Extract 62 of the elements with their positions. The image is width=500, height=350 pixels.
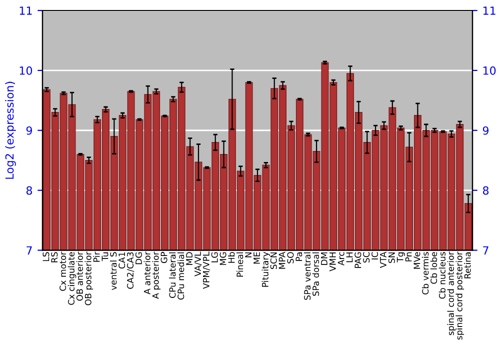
y-tick-label: 11: [20, 6, 32, 15]
y-axis-title: Log2 (expression): [5, 82, 16, 179]
x-tick-label: Pituitary: [262, 252, 270, 287]
x-tick-label: VPM/VPL: [203, 252, 210, 289]
x-tick-label: DG: [135, 252, 142, 264]
x-tick-label: VMH: [329, 252, 336, 272]
x-tick-label: Tg: [396, 252, 405, 262]
x-tick-label: SN: [388, 252, 395, 263]
x-tick-label: A anterior: [144, 252, 150, 294]
x-tick-label: Pineal: [236, 252, 244, 277]
x-tick-label: Arc: [338, 252, 344, 266]
x-tick-label: SPa ventral: [304, 252, 311, 300]
x-tick-label: Pir: [93, 252, 100, 262]
x-tick-label: Cx motor: [60, 252, 66, 291]
x-tick-label: Pn: [405, 252, 412, 262]
x-tick-label: spinal cord anterior: [447, 252, 456, 336]
x-tick-label: Cb nucleus: [438, 252, 446, 299]
x-tick-label: MG: [220, 252, 226, 265]
x-tick-label: MD: [186, 252, 192, 265]
x-tick-label: Pa: [296, 252, 302, 261]
x-tick-label: IC: [372, 252, 378, 260]
x-tick-label: CPu medial: [177, 252, 184, 300]
x-tick-label: N: [245, 252, 252, 258]
x-tick-label: OB posterior: [84, 252, 94, 306]
x-tick-label: OB anterior: [76, 252, 83, 301]
x-tick-label: Hb: [228, 252, 235, 263]
x-tick-label: CA2/CA3: [127, 252, 134, 289]
x-tick-label: PAG: [354, 252, 362, 268]
x-tick-label: A posterior: [152, 252, 160, 299]
y2-tick-label: 8: [482, 186, 489, 195]
y2-tick-label: 9: [482, 126, 489, 135]
x-tick-label: RS: [51, 252, 58, 262]
x-tick-label: VTA: [380, 252, 386, 268]
y-tick-label: 7: [26, 246, 32, 254]
x-tick-label: LH: [346, 252, 353, 262]
x-tick-label: Cb vermis: [422, 252, 429, 294]
x-tick-label: Retina: [464, 252, 471, 278]
x-tick-label: LS: [42, 252, 50, 262]
x-tick-label: VA/VL: [194, 252, 202, 276]
x-tick-label: spinal cord posterior: [456, 252, 464, 340]
x-tick-label: LG: [211, 252, 218, 262]
x-tick-label: CPu lateral: [169, 252, 176, 298]
x-tick-label: Cb lobe: [430, 252, 438, 284]
y2-tick-label: 7: [483, 246, 488, 254]
y-tick-label: 10: [20, 66, 32, 75]
x-tick-label: SC: [363, 252, 370, 263]
x-tick-label: MPA: [278, 252, 286, 269]
y-tick-label: 8: [26, 186, 32, 195]
x-tick-label: SPa dorsal: [312, 252, 320, 296]
x-tick-label: ME: [254, 252, 260, 264]
x-tick-label: MVe: [414, 252, 420, 269]
x-tick-label: SCN: [270, 252, 277, 269]
y2-tick-label: 10: [483, 66, 496, 75]
x-tick-label: Cx cingulate: [68, 252, 76, 305]
x-tick-label: Tu: [102, 252, 108, 262]
x-tick-label: CA1: [118, 252, 126, 269]
x-tick-label: DM: [321, 252, 328, 265]
y-tick-label: 9: [26, 126, 32, 135]
x-tick-label: GP: [160, 252, 168, 264]
x-tick-label: ventral S: [110, 252, 117, 290]
y2-tick-label: 11: [483, 6, 496, 15]
x-tick-label: SO: [287, 252, 294, 264]
